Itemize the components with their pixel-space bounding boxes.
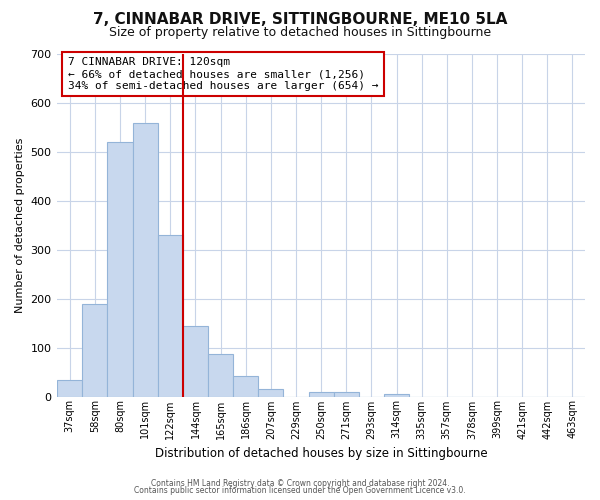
Bar bbox=[82, 304, 107, 396]
Bar bbox=[334, 392, 359, 396]
Bar bbox=[384, 394, 409, 396]
Text: Contains public sector information licensed under the Open Government Licence v3: Contains public sector information licen… bbox=[134, 486, 466, 495]
Text: Size of property relative to detached houses in Sittingbourne: Size of property relative to detached ho… bbox=[109, 26, 491, 39]
Bar bbox=[57, 380, 82, 396]
Bar bbox=[107, 142, 133, 397]
Bar bbox=[233, 376, 258, 396]
Bar bbox=[208, 354, 233, 397]
Y-axis label: Number of detached properties: Number of detached properties bbox=[15, 138, 25, 313]
Bar bbox=[258, 389, 283, 396]
Bar bbox=[183, 326, 208, 396]
Text: 7 CINNABAR DRIVE: 120sqm
← 66% of detached houses are smaller (1,256)
34% of sem: 7 CINNABAR DRIVE: 120sqm ← 66% of detach… bbox=[68, 58, 378, 90]
Bar bbox=[133, 122, 158, 396]
Text: Contains HM Land Registry data © Crown copyright and database right 2024.: Contains HM Land Registry data © Crown c… bbox=[151, 478, 449, 488]
Text: 7, CINNABAR DRIVE, SITTINGBOURNE, ME10 5LA: 7, CINNABAR DRIVE, SITTINGBOURNE, ME10 5… bbox=[93, 12, 507, 28]
X-axis label: Distribution of detached houses by size in Sittingbourne: Distribution of detached houses by size … bbox=[155, 447, 487, 460]
Bar bbox=[158, 235, 183, 396]
Bar bbox=[308, 392, 334, 396]
